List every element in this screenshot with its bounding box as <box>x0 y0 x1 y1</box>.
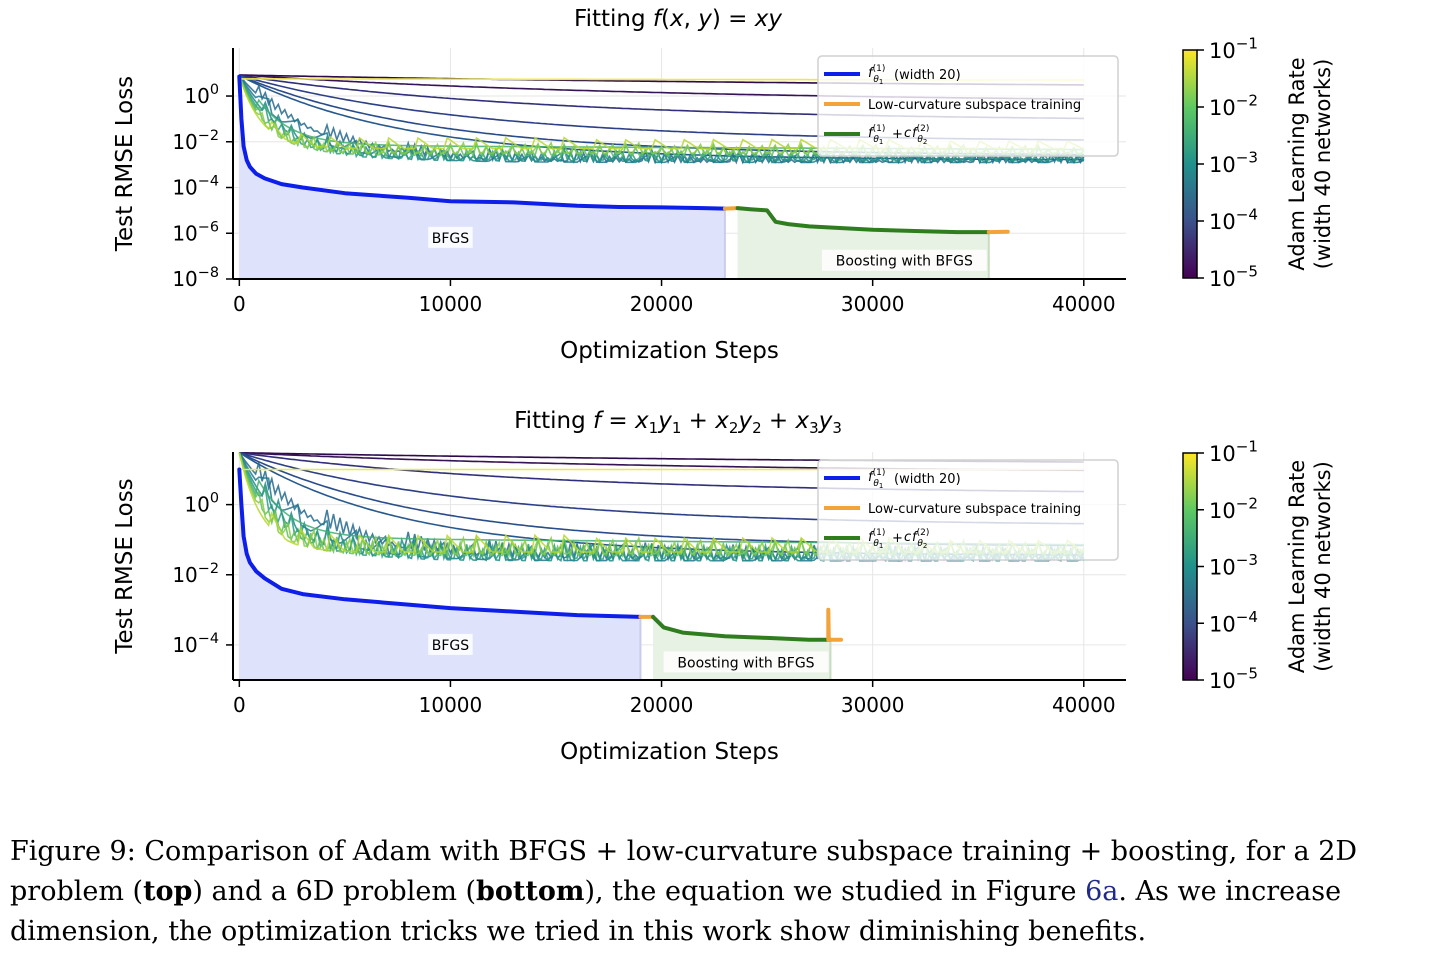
x-tick-label: 10000 <box>419 693 483 717</box>
legend-math: f(1) θ1 <box>868 124 885 146</box>
x-tick-label: 20000 <box>630 693 694 717</box>
series-subspace <box>722 206 740 211</box>
caption-figure-link[interactable]: 6a <box>1085 876 1119 907</box>
legend-math-c: c <box>904 126 911 141</box>
axes-bottom: 0 10000 20000 30000 40000 100 10−2 10−4 Optimiza… <box>112 452 1126 765</box>
shaded-region <box>239 76 725 279</box>
series-bfgs <box>237 467 643 619</box>
axes-top: 0 10000 20000 30000 40000 100 10−2 10−4 10−6 10−8… <box>112 48 1126 364</box>
colorbar-tick-label: 10−5 <box>1209 665 1258 693</box>
series-bfgs <box>237 74 727 211</box>
panel-top: Fitting f(x, y) = xy 0 10000 20000 30000 400… <box>112 6 1126 364</box>
y-tick-label: 10−2 <box>172 128 219 154</box>
colorbar-tick-label: 10−2 <box>1209 92 1258 120</box>
legend-label: (width 20) <box>894 472 961 487</box>
x-tick-label: 0 <box>233 693 246 717</box>
x-tick-label: 10000 <box>419 292 483 316</box>
colorbar-label-sub: (width 40 networks) <box>1311 461 1335 672</box>
colorbar-label: Adam Learning Rate <box>1285 57 1309 270</box>
colorbar-gradient <box>1182 49 1198 279</box>
legend-math: f(1) θ1 <box>868 64 885 86</box>
colorbar-label-sub: (width 40 networks) <box>1311 59 1335 270</box>
legend-box <box>817 55 1119 157</box>
panel-top-title: Fitting f(x, y) = xy <box>574 6 782 32</box>
colorbar-label: Adam Learning Rate <box>1285 460 1309 673</box>
y-tick-label: 10−6 <box>172 219 219 245</box>
legend-math: f(2) θ2 <box>912 124 929 146</box>
colorbar-tick-label: 10−3 <box>1209 149 1258 177</box>
caption-tail: . As we increase dimension, the optimiza… <box>10 876 1342 947</box>
y-tick-label: 10−8 <box>172 265 219 291</box>
legend-math-plus: + <box>892 531 903 546</box>
x-axis-label: Optimization Steps <box>560 338 779 364</box>
legend-box <box>817 459 1119 561</box>
panel-bottom: Fitting f = x1y1 + x2y2 + x3y3 0 10000 200… <box>112 408 1126 765</box>
figure-caption: Figure 9: Comparison of Adam with BFGS +… <box>10 832 1450 952</box>
series-boosting <box>651 614 833 642</box>
caption-top: top <box>143 876 193 907</box>
colorbar-tick-label: 10−4 <box>1209 608 1258 636</box>
y-axis-label: Test RMSE Loss <box>112 76 138 252</box>
annotation-box <box>428 633 473 655</box>
x-tick-label: 40000 <box>1052 693 1116 717</box>
colorbar-gradient <box>1182 452 1198 681</box>
colorbar-tick-label: 10−3 <box>1209 551 1258 579</box>
shaded-region <box>239 469 641 680</box>
annotation-label: Boosting with BFGS <box>677 655 814 671</box>
caption-after: ), the equation we studied in Figure <box>584 876 1086 907</box>
figure: Fitting f(x, y) = xy 0 10000 20000 30000 400… <box>112 6 1335 765</box>
colorbar-tick-label: 10−5 <box>1209 263 1258 291</box>
legend-math: f(1) θ1 <box>868 528 885 550</box>
annotation-box <box>428 226 473 248</box>
series-bottom <box>237 467 843 642</box>
y-tick-label: 10−4 <box>172 174 219 200</box>
caption-mid: ) and a 6D problem ( <box>192 876 477 907</box>
legend-top: f(1) θ1 (width 20) Low-curvature subspace t… <box>817 55 1119 157</box>
x-tick-label: 30000 <box>841 693 905 717</box>
y-tick-label: 10−4 <box>172 631 219 657</box>
caption-lead: Figure 9: Comparison of Adam with BFGS +… <box>10 836 1358 907</box>
legend-math-plus: + <box>892 127 903 142</box>
x-axis-label: Optimization Steps <box>560 739 779 765</box>
colorbar-bottom: 10−1 10−2 10−3 10−4 10−5 Adam Learning Rate (w… <box>1182 438 1335 693</box>
annotation-label: BFGS <box>432 638 470 654</box>
annotation-label: BFGS <box>432 231 470 247</box>
legend-math-c: c <box>904 530 911 545</box>
colorbar-top: 10−1 10−2 10−3 10−4 10−5 Adam Learning Rate (w… <box>1182 35 1335 291</box>
y-tick-label: 100 <box>184 491 219 517</box>
annotations-top: BFGS Boosting with BFGS <box>428 226 987 271</box>
x-tick-label: 30000 <box>841 292 905 316</box>
x-tick-label: 20000 <box>630 292 694 316</box>
series-top <box>237 74 1010 235</box>
colorbar-tick-label: 10−1 <box>1209 35 1258 63</box>
x-tick-label: 0 <box>233 292 246 316</box>
caption-bottom: bottom <box>476 876 585 907</box>
legend-label: Low-curvature subspace training <box>868 98 1081 113</box>
legend-bottom: f(1) θ1 (width 20) Low-curvature subspace t… <box>817 459 1119 561</box>
series-boosting <box>735 206 991 235</box>
annotation-box <box>821 249 987 271</box>
series-subspace <box>826 607 843 642</box>
annotation-box <box>663 651 829 673</box>
legend-label: (width 20) <box>894 68 961 83</box>
legend-math: f(1) θ1 <box>868 468 885 490</box>
annotation-label: Boosting with BFGS <box>836 254 973 270</box>
x-tick-label: 40000 <box>1052 292 1116 316</box>
annotations-bottom: BFGS Boosting with BFGS <box>428 633 829 673</box>
colorbar-tick-label: 10−4 <box>1209 206 1258 234</box>
colorbar-tick-label: 10−2 <box>1209 494 1258 522</box>
y-tick-label: 100 <box>184 82 219 108</box>
colorbar-tick-label: 10−1 <box>1209 438 1258 466</box>
y-tick-label: 10−2 <box>172 561 219 587</box>
y-axis-label: Test RMSE Loss <box>112 478 138 654</box>
panel-bottom-title: Fitting f = x1y1 + x2y2 + x3y3 <box>514 408 842 437</box>
legend-math: f(2) θ2 <box>912 528 929 550</box>
legend-label: Low-curvature subspace training <box>868 502 1081 517</box>
